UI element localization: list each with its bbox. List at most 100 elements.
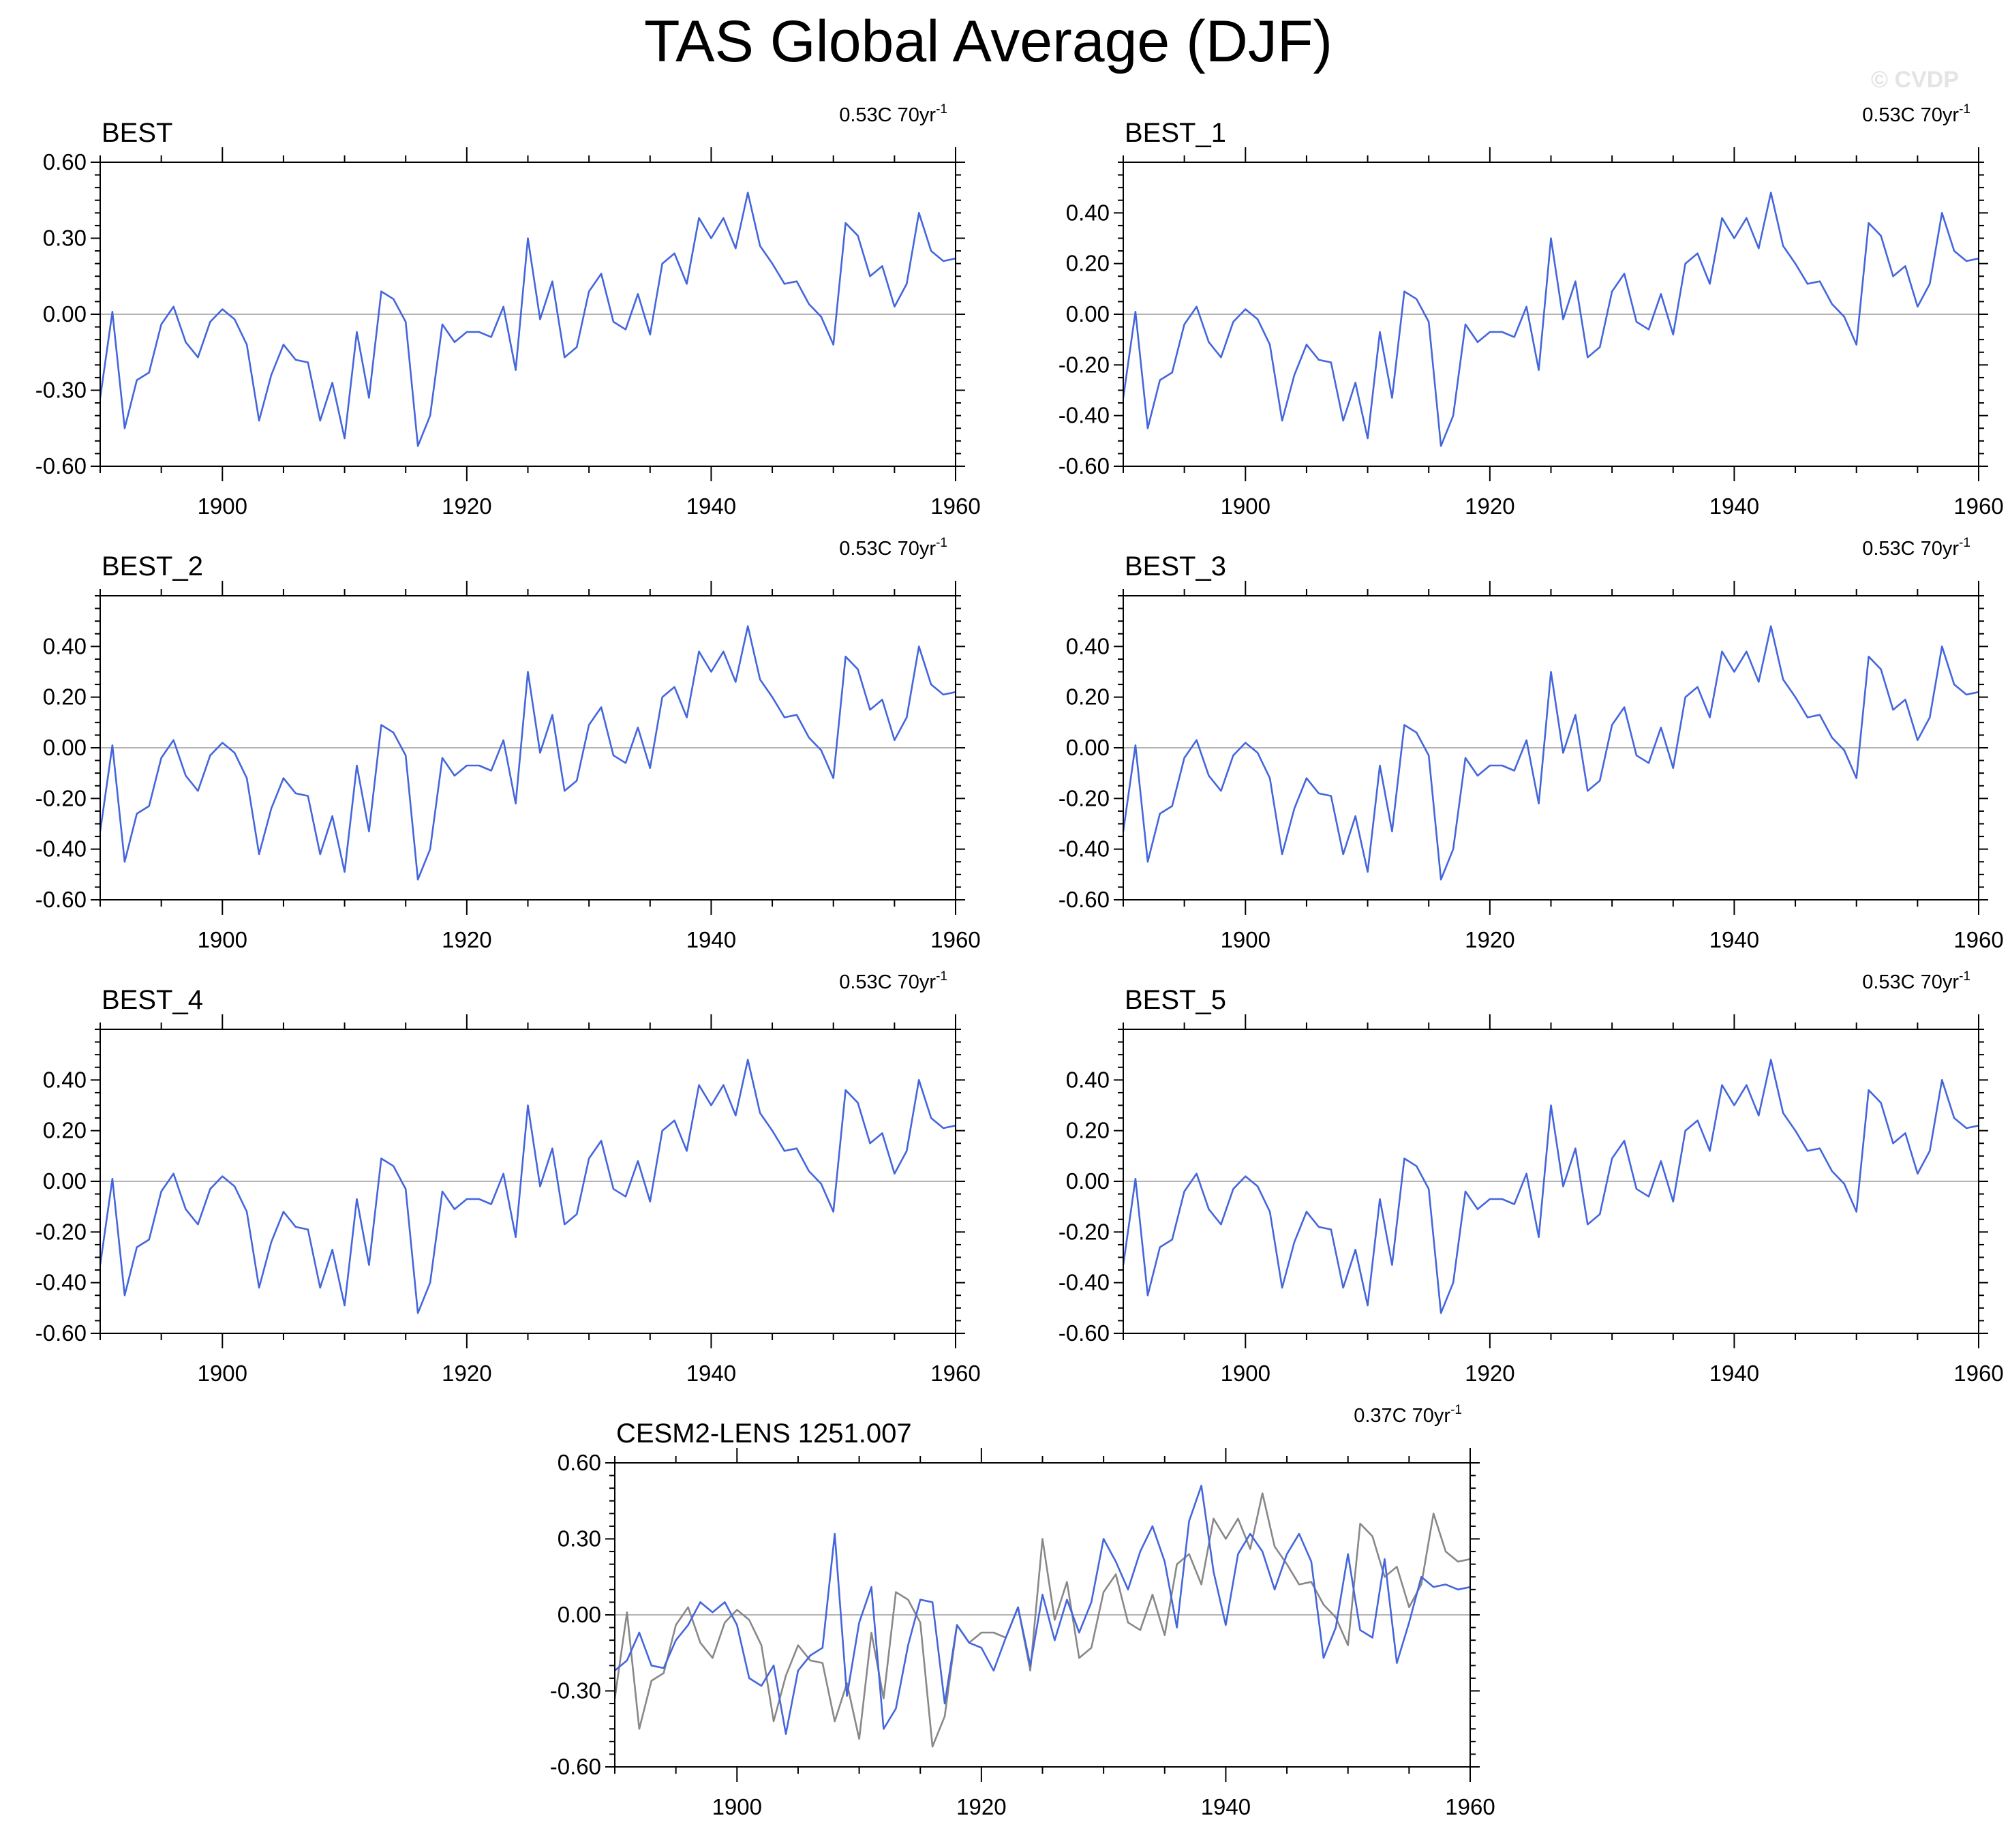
figure-title: TAS Global Average (DJF) <box>643 9 1333 74</box>
y-tick-label: -0.20 <box>1059 352 1110 377</box>
y-tick-label: -0.40 <box>1059 836 1110 862</box>
x-tick-label: 1960 <box>930 494 980 519</box>
series-line-best <box>99 1059 956 1314</box>
y-tick-label: -0.40 <box>35 1270 87 1295</box>
x-tick-label: 1940 <box>686 494 736 519</box>
y-tick-label: -0.60 <box>35 453 87 479</box>
trend-label: 0.53C 70yr-1 <box>1862 969 1970 993</box>
x-tick-label: 1900 <box>198 1361 247 1386</box>
y-tick-label: 0.40 <box>43 633 87 658</box>
x-tick-label: 1920 <box>1465 494 1514 519</box>
y-tick-label: 0.20 <box>1066 1118 1110 1143</box>
trend-exponent: -1 <box>1959 969 1970 984</box>
series-line-best <box>613 1492 1471 1748</box>
y-tick-label: -0.40 <box>35 836 87 862</box>
y-tick-label: -0.60 <box>35 1320 87 1346</box>
y-tick-label: 0.30 <box>43 226 87 251</box>
series-line-cesm <box>614 1485 1471 1735</box>
series-line-best <box>99 625 956 881</box>
y-tick-label: -0.60 <box>35 887 87 912</box>
trend-exponent: -1 <box>936 102 947 117</box>
x-tick-label: 1940 <box>686 1361 736 1386</box>
series-line-best <box>1122 1059 1979 1314</box>
trend-exponent: -1 <box>1959 102 1970 117</box>
trend-exponent: -1 <box>936 969 947 984</box>
y-tick-label: -0.40 <box>1059 1270 1110 1295</box>
trend-exponent: -1 <box>1959 536 1970 550</box>
panel-title: BEST <box>102 118 172 148</box>
series-line-best <box>99 192 956 447</box>
y-tick-label: 0.60 <box>43 149 87 175</box>
panel-6: -0.60 -0.40 -0.20 0.00 0.20 0.40 1900 1920 1940 1… <box>1059 969 2004 1386</box>
y-tick-label: -0.60 <box>550 1754 601 1779</box>
y-tick-label: -0.60 <box>1059 887 1110 912</box>
x-tick-label: 1900 <box>198 927 247 952</box>
x-tick-label: 1940 <box>1709 927 1759 952</box>
x-tick-label: 1940 <box>1709 494 1759 519</box>
y-tick-label: -0.60 <box>1059 1320 1110 1346</box>
cvdp-watermark: © CVDP <box>1871 67 1959 93</box>
panel-4: -0.60 -0.40 -0.20 0.00 0.20 0.40 1900 1920 1940 1… <box>1059 536 2004 952</box>
trend-label: 0.53C 70yr-1 <box>1862 102 1970 126</box>
x-tick-label: 1960 <box>930 1361 980 1386</box>
trend-label: 0.53C 70yr-1 <box>1862 536 1970 560</box>
x-tick-label: 1960 <box>930 927 980 952</box>
panel-title: CESM2-LENS 1251.007 <box>616 1419 912 1449</box>
y-tick-label: 0.00 <box>1066 1168 1110 1194</box>
x-tick-label: 1920 <box>1465 927 1514 952</box>
x-tick-label: 1960 <box>1953 494 2003 519</box>
trend-exponent: -1 <box>1450 1403 1462 1417</box>
y-tick-label: -0.20 <box>35 1219 87 1244</box>
y-tick-label: 0.60 <box>558 1450 601 1475</box>
x-tick-label: 1940 <box>1201 1794 1251 1819</box>
x-tick-label: 1920 <box>956 1794 1006 1819</box>
series-line-best <box>1122 192 1979 447</box>
trend-label: 0.53C 70yr-1 <box>839 102 947 126</box>
x-tick-label: 1920 <box>442 927 491 952</box>
y-tick-label: 0.20 <box>43 684 87 710</box>
panel-1: -0.60 -0.30 0.00 0.30 0.60 1900 1920 1940 1960 BE… <box>35 102 981 519</box>
y-tick-label: 0.00 <box>43 735 87 760</box>
y-tick-label: 0.20 <box>1066 684 1110 710</box>
series-line-best <box>1122 625 1979 881</box>
x-tick-label: 1960 <box>1445 1794 1495 1819</box>
panel-title: BEST_1 <box>1125 118 1226 148</box>
y-tick-label: 0.20 <box>43 1118 87 1143</box>
y-tick-label: 0.20 <box>1066 251 1110 276</box>
x-tick-label: 1960 <box>1953 927 2003 952</box>
y-tick-label: -0.40 <box>1059 403 1110 428</box>
x-tick-label: 1900 <box>712 1794 762 1819</box>
x-tick-label: 1920 <box>1465 1361 1514 1386</box>
y-tick-label: -0.20 <box>1059 1219 1110 1244</box>
x-tick-label: 1940 <box>1709 1361 1759 1386</box>
panel-title: BEST_3 <box>1125 551 1226 581</box>
x-tick-label: 1920 <box>442 1361 491 1386</box>
x-tick-label: 1900 <box>198 494 247 519</box>
y-tick-label: 0.40 <box>1066 200 1110 225</box>
trend-label: 0.53C 70yr-1 <box>839 536 947 560</box>
panel-title: BEST_2 <box>102 551 203 581</box>
trend-label: 0.37C 70yr-1 <box>1354 1403 1462 1427</box>
y-tick-label: -0.30 <box>35 378 87 403</box>
panel-2: -0.60 -0.40 -0.20 0.00 0.20 0.40 1900 1920 1940 1… <box>1059 102 2004 519</box>
x-tick-label: 1900 <box>1221 927 1270 952</box>
y-tick-label: -0.20 <box>35 785 87 811</box>
y-tick-label: -0.20 <box>1059 785 1110 811</box>
trend-label: 0.53C 70yr-1 <box>839 969 947 993</box>
y-tick-label: 0.40 <box>43 1067 87 1092</box>
panel-title: BEST_4 <box>102 985 203 1015</box>
x-tick-label: 1900 <box>1221 1361 1270 1386</box>
y-tick-label: 0.00 <box>1066 735 1110 760</box>
y-tick-label: -0.30 <box>550 1678 601 1703</box>
x-tick-label: 1900 <box>1221 494 1270 519</box>
x-tick-label: 1920 <box>442 494 491 519</box>
y-tick-label: 0.30 <box>558 1526 601 1551</box>
y-tick-label: 0.00 <box>43 301 87 327</box>
panel-5: -0.60 -0.40 -0.20 0.00 0.20 0.40 1900 1920 1940 1… <box>35 969 981 1386</box>
y-tick-label: -0.60 <box>1059 453 1110 479</box>
x-tick-label: 1960 <box>1953 1361 2003 1386</box>
y-tick-label: 0.00 <box>43 1168 87 1194</box>
trend-exponent: -1 <box>936 536 947 550</box>
panel-title: BEST_5 <box>1125 985 1226 1015</box>
